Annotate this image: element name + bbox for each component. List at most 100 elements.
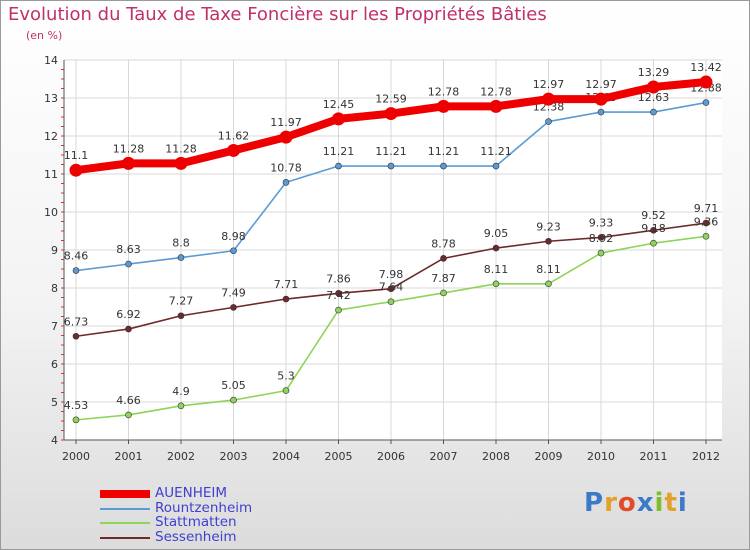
data-label: 8.63 — [116, 243, 141, 256]
data-label: 12.97 — [533, 78, 565, 91]
data-point — [387, 285, 395, 293]
data-label: 5.05 — [221, 379, 246, 392]
data-point — [177, 254, 185, 261]
data-point — [597, 234, 605, 241]
data-point — [72, 416, 80, 424]
x-tick-label: 2008 — [482, 450, 510, 463]
data-point — [545, 280, 552, 288]
data-label: 8.11 — [484, 263, 509, 276]
data-point — [69, 163, 83, 177]
data-label: 7.86 — [326, 272, 351, 285]
y-tick-label: 7 — [51, 320, 58, 333]
data-label: 12.78 — [428, 85, 460, 98]
data-point — [594, 92, 608, 106]
x-tick-label: 2006 — [377, 450, 405, 463]
data-label: 9.52 — [641, 209, 666, 222]
x-tick-label: 2001 — [115, 450, 143, 463]
data-label: 8.92 — [589, 232, 614, 245]
x-tick-label: 2010 — [587, 450, 615, 463]
legend-label: AUENHEIM — [155, 485, 228, 501]
x-tick-label: 2000 — [62, 450, 90, 463]
data-point — [125, 325, 132, 333]
chart-subtitle: (en %) — [26, 29, 63, 42]
data-point — [702, 219, 710, 227]
data-point — [437, 99, 450, 113]
data-label: 5.3 — [277, 370, 295, 383]
data-point — [440, 162, 447, 170]
legend-swatch — [100, 490, 150, 498]
data-point — [492, 244, 500, 252]
data-point — [702, 99, 710, 106]
x-tick-label: 2005 — [325, 450, 353, 463]
proxiti-logo: Proxiti — [584, 488, 688, 518]
data-point — [440, 289, 447, 297]
data-label: 12.63 — [638, 91, 670, 104]
x-tick-label: 2007 — [430, 450, 458, 463]
data-label: 4.66 — [116, 394, 141, 407]
data-point — [335, 290, 342, 297]
data-label: 11.97 — [270, 116, 302, 129]
logo-letter: i — [677, 488, 688, 518]
data-point — [489, 99, 503, 113]
data-point — [332, 112, 345, 126]
data-label: 4.53 — [64, 399, 89, 412]
x-tick-label: 2003 — [220, 450, 248, 463]
data-label: 8.46 — [64, 250, 89, 263]
data-point — [177, 312, 185, 320]
data-label: 9.18 — [641, 222, 666, 235]
data-point — [699, 75, 713, 89]
data-label: 9.23 — [536, 220, 561, 233]
data-label: 7.98 — [379, 268, 404, 281]
y-tick-label: 10 — [44, 206, 58, 219]
data-point — [335, 306, 342, 314]
data-label: 7.71 — [274, 278, 299, 291]
data-point — [282, 179, 290, 186]
data-point — [440, 255, 447, 262]
legend-label: Sessenheim — [155, 528, 237, 545]
data-point — [279, 130, 293, 144]
data-label: 11.28 — [165, 142, 197, 155]
data-point — [650, 108, 657, 116]
data-label: 8.78 — [431, 237, 456, 250]
data-label: 11.62 — [218, 129, 250, 142]
data-point — [647, 80, 660, 94]
data-point — [542, 92, 555, 106]
data-point — [230, 304, 237, 311]
data-point — [227, 143, 240, 157]
data-point — [282, 295, 290, 303]
x-tick-label: 2012 — [692, 450, 720, 463]
legend-swatch — [100, 522, 150, 524]
logo-letter: i — [654, 488, 665, 518]
data-label: 13.29 — [638, 66, 670, 79]
data-point — [597, 108, 605, 116]
data-point — [387, 298, 395, 305]
data-point — [174, 156, 188, 170]
y-tick-label: 9 — [51, 244, 58, 257]
data-label: 7.87 — [431, 272, 456, 285]
y-tick-label: 4 — [51, 434, 58, 447]
data-label: 12.45 — [323, 98, 355, 111]
logo-letter: P — [584, 488, 605, 518]
data-label: 12.59 — [375, 93, 407, 106]
legend-label: Rountzenheim — [155, 499, 253, 516]
x-tick-label: 2011 — [640, 450, 668, 463]
data-label: 6.92 — [116, 308, 141, 321]
data-point — [125, 260, 132, 268]
data-label: 11.21 — [428, 145, 460, 158]
data-label: 6.73 — [64, 315, 89, 328]
y-tick-label: 5 — [51, 396, 58, 409]
data-point — [230, 396, 237, 404]
y-tick-label: 12 — [44, 130, 58, 143]
data-label: 7.49 — [221, 286, 246, 299]
data-point — [492, 280, 500, 288]
data-point — [122, 156, 135, 170]
data-label: 4.9 — [172, 385, 190, 398]
data-label: 13.42 — [690, 61, 722, 74]
data-label: 7.42 — [326, 289, 351, 302]
data-label: 12.78 — [480, 85, 512, 98]
logo-letter: r — [604, 488, 618, 518]
data-label: 9.71 — [694, 202, 719, 215]
data-point — [230, 247, 237, 255]
data-label: 8.98 — [221, 230, 246, 243]
